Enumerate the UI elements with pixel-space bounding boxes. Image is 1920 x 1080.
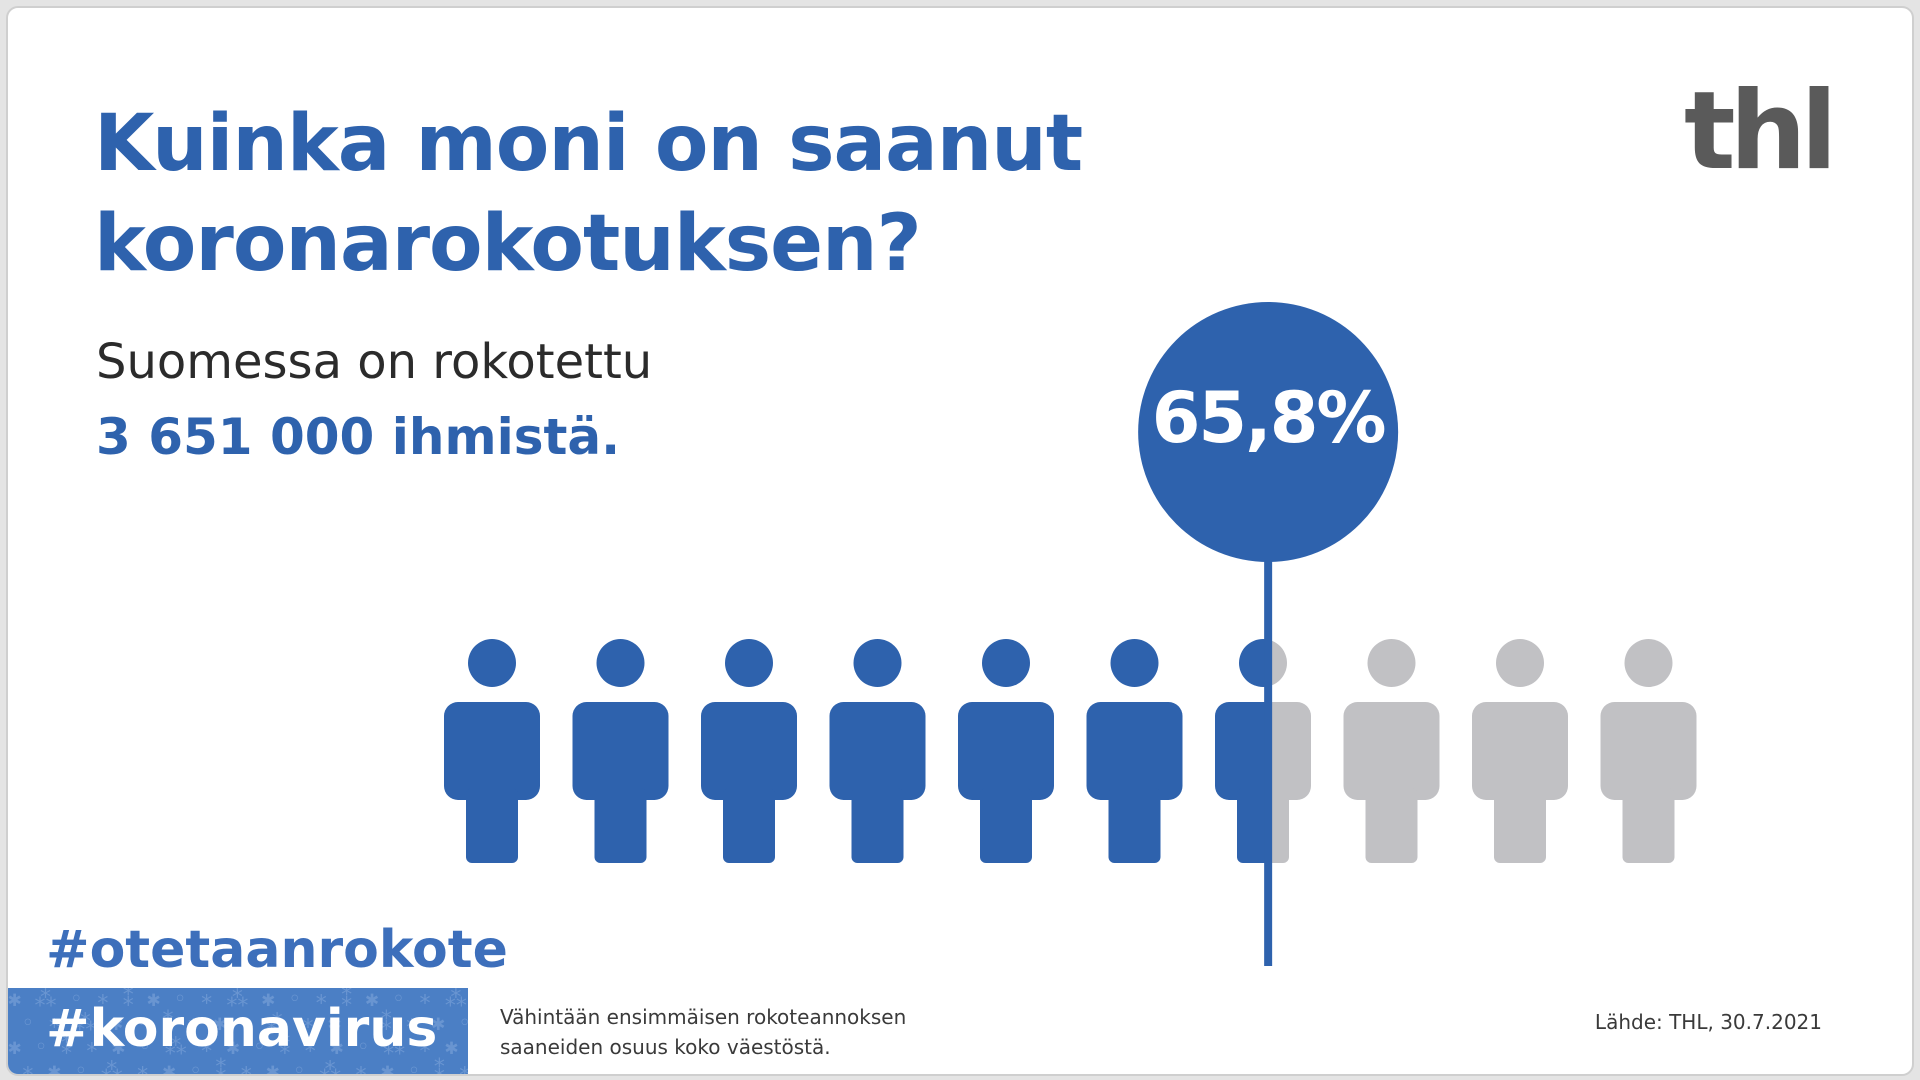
person-head <box>853 639 902 687</box>
person-body <box>1343 702 1440 800</box>
person-body <box>1215 702 1269 800</box>
people-pictogram <box>444 302 1697 966</box>
footnote-line-1: Vähintään ensimmäisen rokoteannoksen <box>500 1005 907 1029</box>
vaccinated-person-icon-4 <box>829 639 926 863</box>
person-legs <box>980 788 1032 863</box>
vaccinated-person-icon-2 <box>572 639 669 863</box>
hashtag-koronavirus-banner: ✱ ⁂ ◦ ∗ ⁑ ✱ ◦ ∗ ⁂ ✱ ◦ ∗ ⁑ ✱ ◦ ∗ ⁂ ✱ ◦ ∗ … <box>8 988 468 1076</box>
person-legs <box>1237 788 1269 863</box>
person-body <box>1600 702 1697 800</box>
percent-label: 65,8% <box>1151 377 1387 459</box>
person-head <box>1367 639 1416 687</box>
person-legs <box>466 788 518 863</box>
unvaccinated-figures <box>1268 639 1697 863</box>
vaccinated-person-icon-7 <box>1215 639 1269 863</box>
percent-bubble <box>1138 302 1399 562</box>
person-legs <box>594 788 647 863</box>
person-head <box>725 639 773 687</box>
person-head <box>1239 639 1269 687</box>
vaccinated-figures <box>444 639 1269 863</box>
vaccinated-person-icon-6 <box>1086 639 1183 863</box>
title-line-1: Kuinka moni on saanut <box>94 99 1083 189</box>
footnote-line-2: saaneiden osuus koko väestöstä. <box>500 1035 831 1059</box>
title-line-2: koronarokotuksen? <box>94 199 922 289</box>
person-body <box>1472 702 1568 800</box>
infographic-card: Kuinka moni on saanut koronarokotuksen? … <box>6 6 1914 1076</box>
person-legs <box>1365 788 1418 863</box>
source-credit: Lähde: THL, 30.7.2021 <box>1594 1010 1822 1034</box>
thl-logo: thl <box>1684 69 1838 194</box>
page-title: Kuinka moni on saanut koronarokotuksen? <box>94 94 1083 294</box>
person-body <box>958 702 1054 800</box>
hashtag-koronavirus[interactable]: #koronavirus <box>46 999 438 1059</box>
hashtag-otetaanrokote[interactable]: #otetaanrokote <box>46 920 508 980</box>
unvaccinated-person-icon-10 <box>1600 639 1697 863</box>
person-legs <box>851 788 904 863</box>
vaccinated-person-icon-1 <box>444 639 540 863</box>
person-head <box>982 639 1030 687</box>
vaccinated-count: 3 651 000 ihmistä. <box>96 408 621 466</box>
person-legs <box>1494 788 1546 863</box>
person-head <box>468 639 516 687</box>
banner-pattern: ✱ ⁂ ◦ ∗ ⁑ ✱ ◦ ∗ ⁂ ✱ ◦ ∗ ⁑ ✱ ◦ ∗ ⁂ ✱ ◦ ∗ … <box>8 988 468 1076</box>
vaccinated-person-icon-3 <box>701 639 797 863</box>
person-body <box>444 702 540 800</box>
unvaccinated-person-icon-8 <box>1343 639 1440 863</box>
lead-text: Suomessa on rokotettu <box>96 334 653 390</box>
person-body <box>572 702 669 800</box>
person-head <box>1110 639 1159 687</box>
person-head <box>1496 639 1544 687</box>
person-body <box>701 702 797 800</box>
footnote: Vähintään ensimmäisen rokoteannoksen saa… <box>500 1002 906 1062</box>
person-legs <box>1108 788 1161 863</box>
person-legs <box>1622 788 1675 863</box>
person-legs <box>723 788 775 863</box>
vaccinated-person-icon-5 <box>958 639 1054 863</box>
unvaccinated-person-icon-9 <box>1472 639 1568 863</box>
person-head <box>596 639 645 687</box>
person-head <box>1268 639 1287 687</box>
person-body <box>1086 702 1183 800</box>
person-body <box>829 702 926 800</box>
person-body <box>1268 702 1311 800</box>
unvaccinated-person-icon-7 <box>1268 639 1311 863</box>
person-head <box>1624 639 1673 687</box>
person-legs <box>1268 788 1289 863</box>
